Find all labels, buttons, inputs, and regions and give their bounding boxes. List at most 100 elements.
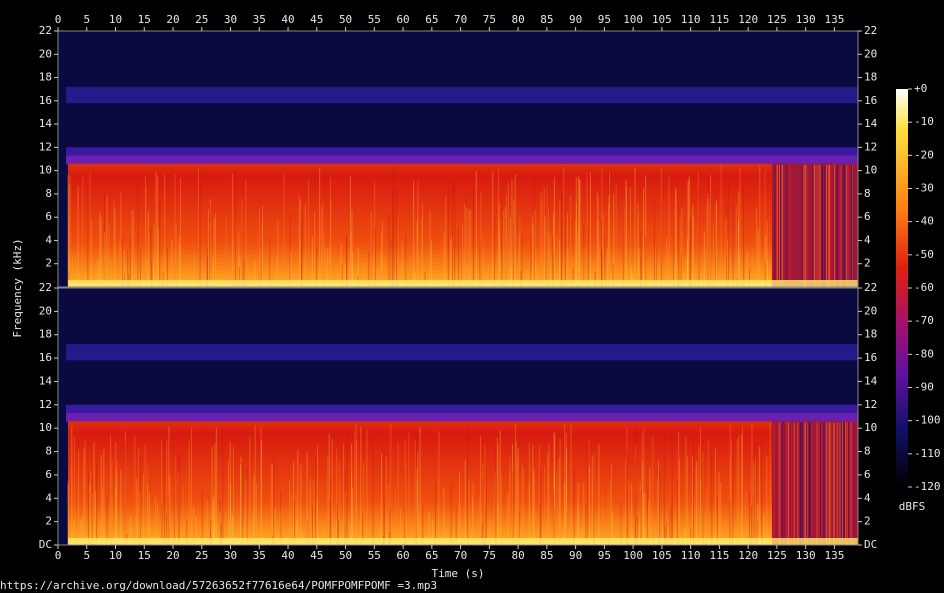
x-tick-label: 0 <box>55 13 62 26</box>
x-tick-label: 90 <box>569 13 582 26</box>
x-tick-label: 115 <box>709 549 729 562</box>
y-tick-label: 18 <box>39 328 52 341</box>
y-tick-label: 2 <box>864 257 871 270</box>
colorbar-tick-label: -120 <box>914 480 941 493</box>
y-tick-label: 20 <box>864 47 877 60</box>
x-tick-label: 25 <box>195 549 208 562</box>
y-tick-label: 8 <box>864 187 871 200</box>
x-tick-label: 95 <box>598 13 611 26</box>
y-tick-label: 4 <box>864 491 871 504</box>
colorbar <box>896 89 908 487</box>
x-tick-label: 110 <box>681 13 701 26</box>
y-tick-label: 4 <box>45 491 52 504</box>
x-tick-label: 15 <box>138 13 151 26</box>
y-tick-label: 14 <box>39 374 53 387</box>
x-tick-label: 105 <box>652 13 672 26</box>
y-tick-label: 14 <box>864 117 878 130</box>
x-tick-label: 100 <box>623 549 643 562</box>
y-tick-label: DC <box>864 538 877 551</box>
x-tick-label: 120 <box>738 549 758 562</box>
x-tick-label: 95 <box>598 549 611 562</box>
x-tick-label: 120 <box>738 13 758 26</box>
x-tick-label: 135 <box>824 13 844 26</box>
x-tick-label: 55 <box>368 13 381 26</box>
y-tick-label: 16 <box>39 94 52 107</box>
x-tick-label: 50 <box>339 13 352 26</box>
colorbar-tick-label: -50 <box>914 248 934 261</box>
x-axis-label: Time (s) <box>432 567 485 580</box>
x-tick-label: 110 <box>681 549 701 562</box>
y-tick-label: 14 <box>39 117 53 130</box>
frame <box>57 287 859 546</box>
x-tick-label: 85 <box>540 549 553 562</box>
y-tick-label: DC <box>39 538 52 551</box>
y-tick-label: 22 <box>39 24 52 37</box>
colorbar-tick-label: +0 <box>914 82 927 95</box>
x-tick-label: 125 <box>767 549 787 562</box>
y-tick-label: 16 <box>864 94 877 107</box>
x-tick-label: 10 <box>109 13 122 26</box>
y-tick-label: 10 <box>864 164 877 177</box>
x-tick-label: 0 <box>55 549 62 562</box>
colorbar-tick-label: -40 <box>914 215 934 228</box>
x-tick-label: 70 <box>454 13 467 26</box>
y-tick-label: 12 <box>39 140 52 153</box>
colorbar-tick-label: -110 <box>914 447 941 460</box>
colorbar-label: dBFS <box>899 500 926 513</box>
y-tick-label: 8 <box>45 187 52 200</box>
y-axis-label: Frequency (kHz) <box>11 238 24 337</box>
x-tick-label: 105 <box>652 549 672 562</box>
x-tick-label: 115 <box>709 13 729 26</box>
y-tick-label: 20 <box>39 304 52 317</box>
x-tick-label: 40 <box>281 549 294 562</box>
band <box>66 412 858 422</box>
y-tick-label: 14 <box>864 374 878 387</box>
low-band <box>68 537 858 545</box>
y-tick-label: 8 <box>864 445 871 458</box>
x-tick-label: 40 <box>281 13 294 26</box>
colorbar-tick-label: -100 <box>914 414 941 427</box>
colorbar-tick-label: -90 <box>914 381 934 394</box>
y-tick-label: 16 <box>39 351 52 364</box>
colorbar-tick-label: -10 <box>914 115 934 128</box>
x-tick-label: 85 <box>540 13 553 26</box>
y-tick-label: 22 <box>864 281 877 294</box>
tail <box>772 421 858 545</box>
x-tick-label: 5 <box>83 13 90 26</box>
band <box>66 86 858 104</box>
x-tick-label: 100 <box>623 13 643 26</box>
y-tick-label: 20 <box>39 47 52 60</box>
x-tick-label: 75 <box>483 13 496 26</box>
x-tick-label: 135 <box>824 549 844 562</box>
x-tick-label: 130 <box>796 13 816 26</box>
x-tick-label: 25 <box>195 13 208 26</box>
source-url: https://archive.org/download/57263652f77… <box>0 579 437 592</box>
colorbar-tick-label: -70 <box>914 314 934 327</box>
x-tick-label: 60 <box>396 13 409 26</box>
y-tick-label: 2 <box>45 257 52 270</box>
x-tick-label: 75 <box>483 549 496 562</box>
band <box>66 155 858 164</box>
y-tick-label: 4 <box>45 233 52 246</box>
y-tick-label: 6 <box>45 210 52 223</box>
y-tick-label: 22 <box>864 24 877 37</box>
y-tick-label: 18 <box>864 71 877 84</box>
colorbar-tick-label: -80 <box>914 347 934 360</box>
y-tick-label: 12 <box>39 398 52 411</box>
colorbar-tick-label: -30 <box>914 182 934 195</box>
active <box>68 163 772 287</box>
x-tick-label: 65 <box>425 13 438 26</box>
x-tick-label: 50 <box>339 549 352 562</box>
x-tick-label: 60 <box>396 549 409 562</box>
y-tick-label: 2 <box>864 515 871 528</box>
y-tick-label: 6 <box>864 468 871 481</box>
active <box>68 421 772 545</box>
y-tick-label: 16 <box>864 351 877 364</box>
y-tick-label: 22 <box>39 281 52 294</box>
y-tick-label: 6 <box>45 468 52 481</box>
x-tick-label: 20 <box>166 549 179 562</box>
x-tick-label: 10 <box>109 549 122 562</box>
y-tick-label: 18 <box>864 328 877 341</box>
y-tick-label: 10 <box>39 421 52 434</box>
